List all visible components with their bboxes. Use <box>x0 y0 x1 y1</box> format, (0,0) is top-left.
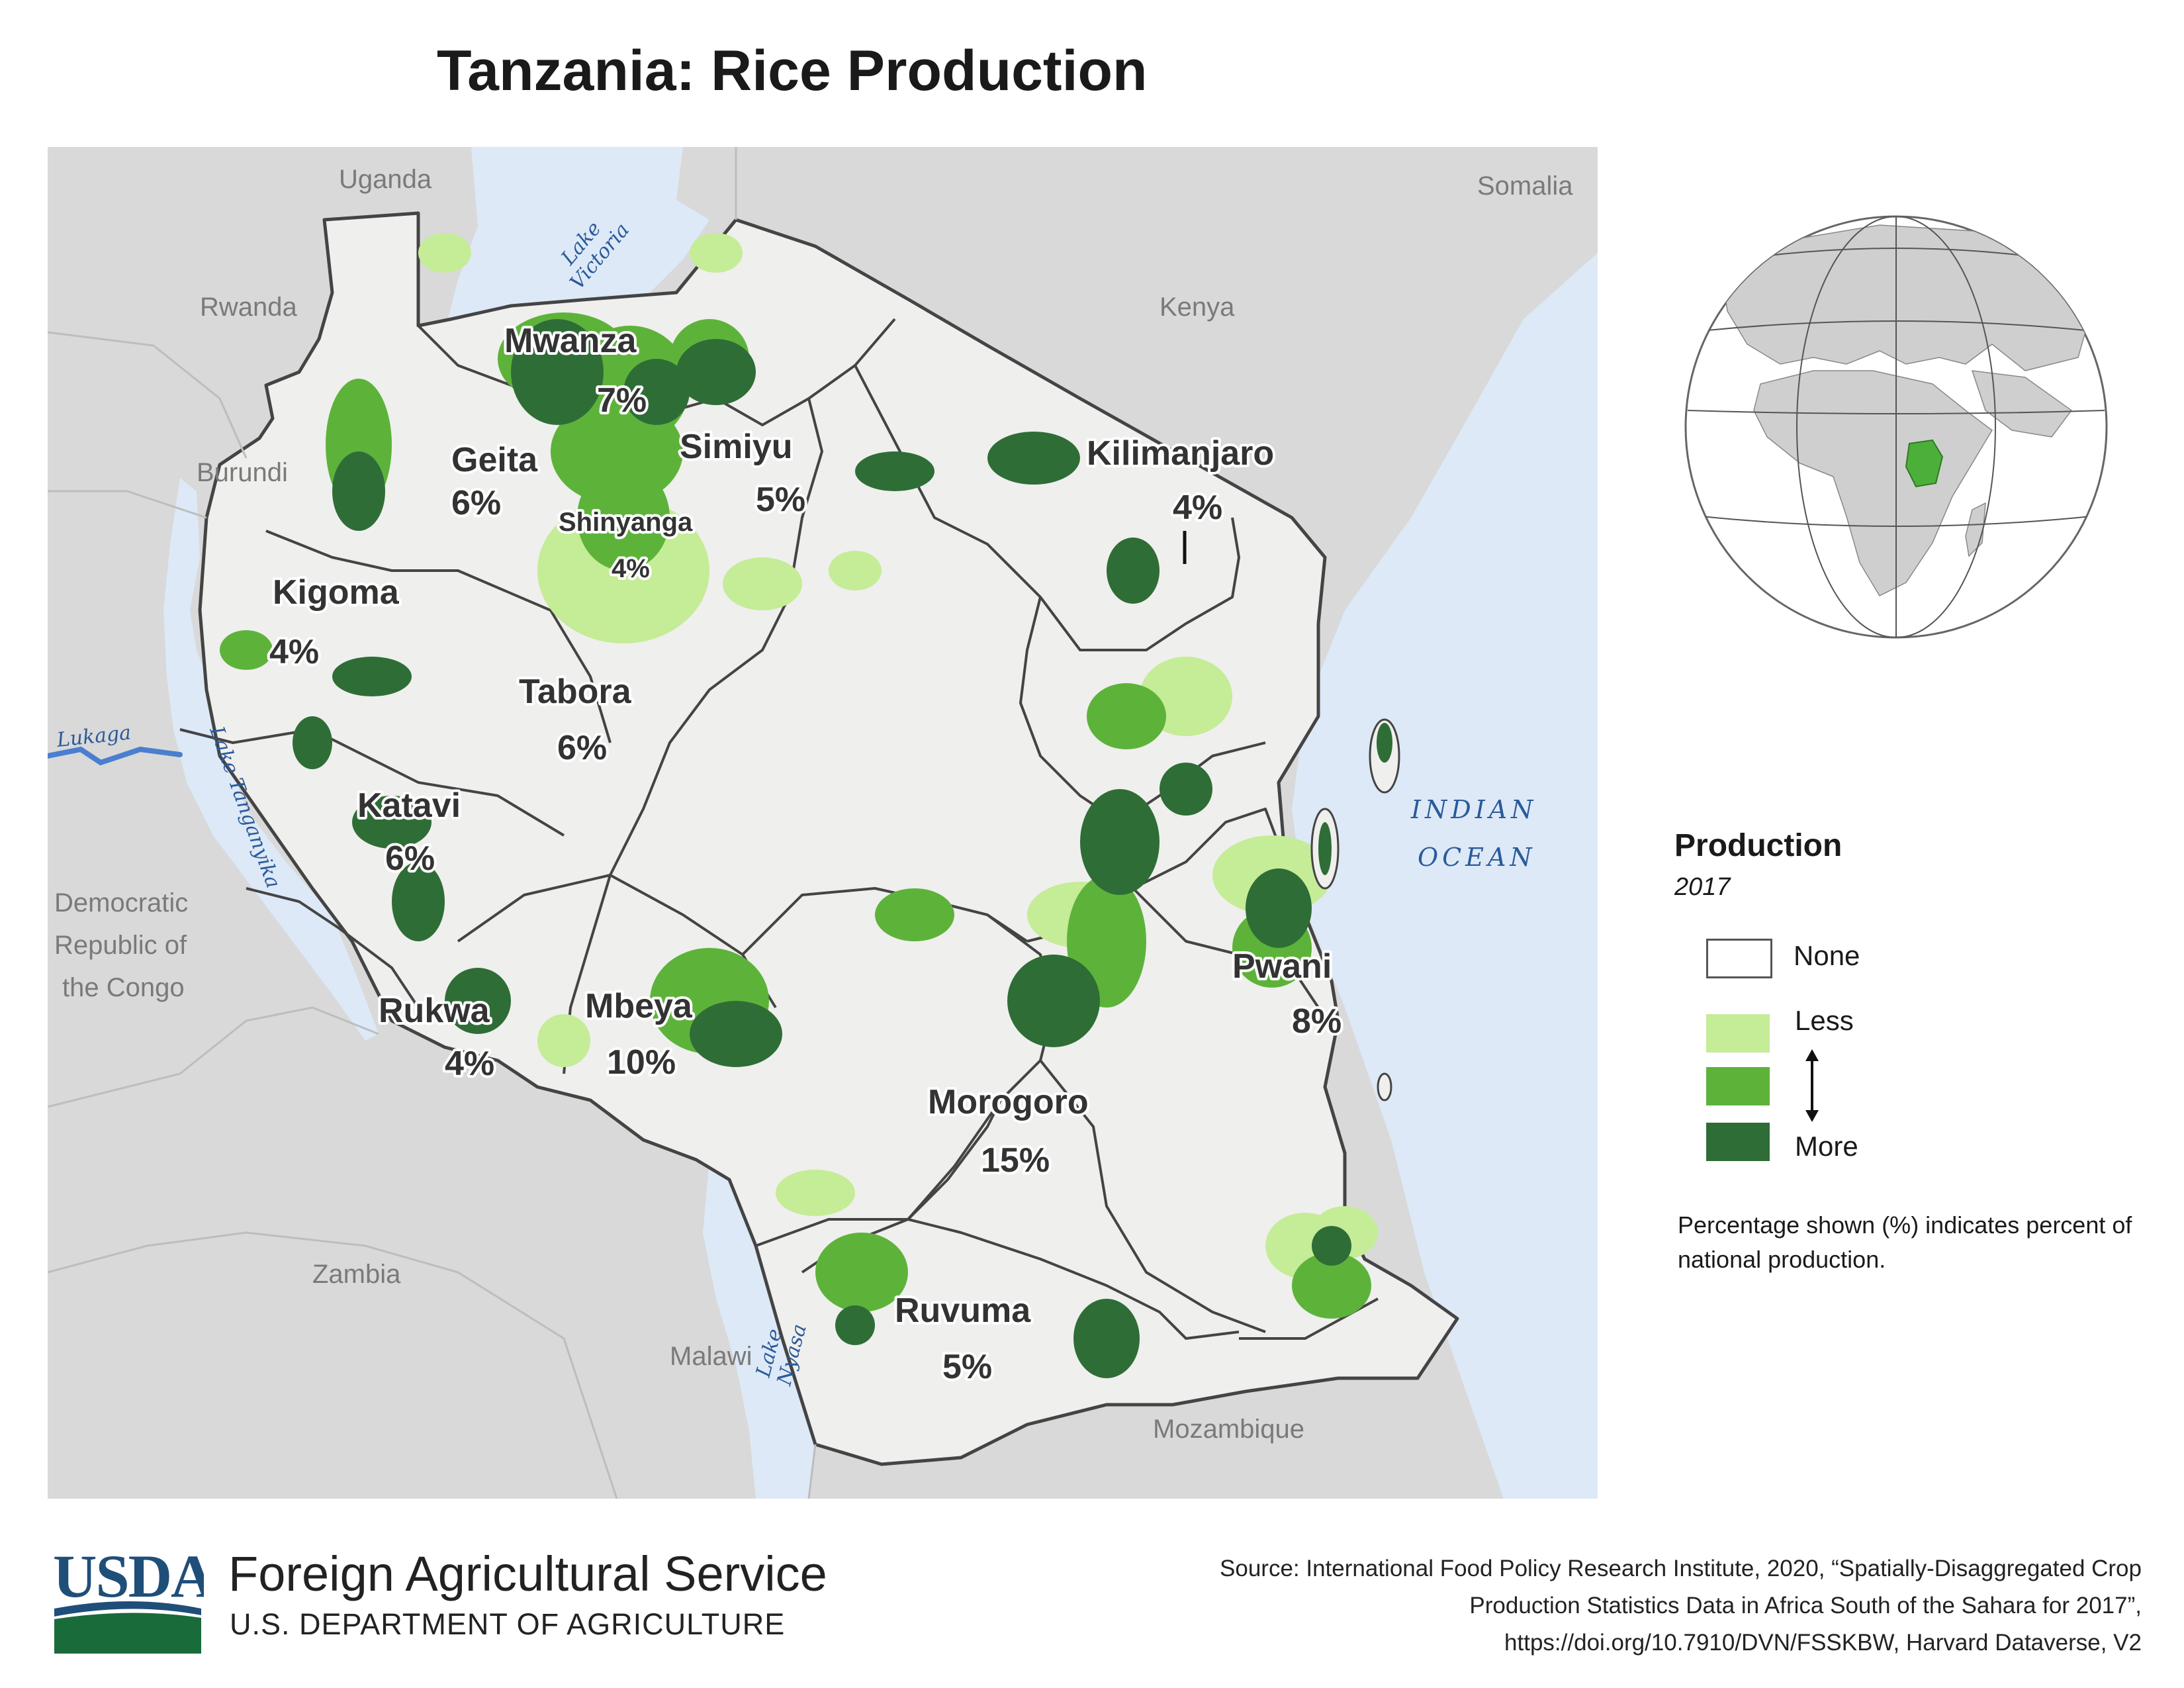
region-pct-pwani: 8% <box>1292 1002 1342 1041</box>
region-name-mbeya: Mbeya <box>585 987 693 1025</box>
map-title: Tanzania: Rice Production <box>437 39 1148 103</box>
legend-double-arrow-icon <box>1805 1049 1819 1122</box>
globe-tanzania-highlight <box>1905 439 1944 488</box>
legend-swatch-none <box>1706 939 1772 978</box>
globe-arabia <box>1971 370 2073 438</box>
lukaga-river <box>48 746 183 766</box>
country-label-kenya: Kenya <box>1160 293 1235 322</box>
production-areas <box>220 233 1378 1378</box>
region-name-ruvuma: Ruvuma <box>895 1291 1031 1330</box>
lake-nyasa <box>703 1160 815 1499</box>
region-pct-geita: 6% <box>451 484 501 522</box>
region-name-pwani: Pwani <box>1232 947 1332 986</box>
legend-label-more: More <box>1795 1131 1858 1162</box>
region-name-geita: Geita <box>451 441 538 479</box>
department-name: U.S. DEPARTMENT OF AGRICULTURE <box>230 1607 786 1641</box>
region-pct-kigoma: 4% <box>269 633 319 671</box>
legend-swatch-more <box>1706 1123 1770 1161</box>
country-label-malawi: Malawi <box>670 1342 752 1371</box>
country-label-burundi: Burundi <box>197 458 288 487</box>
country-label-rwanda: Rwanda <box>200 293 298 322</box>
tanzania-map: Uganda Somalia Rwanda Kenya Burundi Demo… <box>48 147 1598 1499</box>
legend-note: Percentage shown (%) indicates percent o… <box>1678 1211 2132 1273</box>
region-name-morogoro: Morogoro <box>928 1083 1089 1121</box>
country-label-zambia: Zambia <box>312 1260 401 1289</box>
country-label-uganda: Uganda <box>339 165 432 194</box>
legend-label-none: None <box>1794 940 1860 971</box>
region-name-tabora: Tabora <box>519 673 632 711</box>
legend-year: 2017 <box>1674 873 1731 901</box>
source-citation: Source: International Food Policy Resear… <box>1220 1556 2142 1656</box>
globe-europe <box>1720 224 2092 371</box>
usda-logo: USDA <box>53 1548 204 1654</box>
globe-madagascar <box>1965 502 1986 557</box>
region-pct-katavi: 6% <box>385 839 435 878</box>
region-name-rukwa: Rukwa <box>379 992 490 1030</box>
lake-tanganyika <box>163 478 379 1041</box>
region-name-katavi: Katavi <box>357 786 461 825</box>
legend-swatch-medium <box>1706 1067 1770 1105</box>
legend-swatch-less <box>1706 1014 1770 1053</box>
region-pct-rukwa: 4% <box>445 1045 494 1083</box>
region-pct-mbeya: 10% <box>607 1043 676 1082</box>
tanzania-land <box>198 211 1459 1466</box>
region-name-kigoma: Kigoma <box>273 573 400 612</box>
region-pct-tabora: 6% <box>557 729 607 767</box>
region-pct-kilimanjaro: 4% <box>1173 489 1222 527</box>
international-borders <box>48 147 817 1499</box>
globe-inset <box>1684 215 2108 639</box>
region-pct-morogoro: 15% <box>981 1141 1050 1180</box>
country-label-drc: Democratic Republic of the Congo <box>54 888 195 1002</box>
indian-ocean <box>1292 253 1598 1499</box>
water-label-indian-ocean: INDIAN OCEAN <box>1410 795 1549 872</box>
legend-title: Production <box>1674 828 1843 863</box>
region-pct-ruvuma: 5% <box>942 1348 992 1386</box>
region-name-mwanza: Mwanza <box>504 322 637 360</box>
legend: Production 2017 <box>1674 827 2045 902</box>
region-name-shinyanga: Shinyanga <box>559 508 693 537</box>
country-label-somalia: Somalia <box>1477 171 1573 201</box>
agency-name: Foreign Agricultural Service <box>228 1546 827 1601</box>
region-labels: Mwanza 7% Geita 6% Simiyu 5% Shinyanga 4… <box>267 319 1344 1389</box>
globe-africa <box>1753 370 1993 596</box>
region-name-simiyu: Simiyu <box>680 428 793 466</box>
region-name-kilimanjaro: Kilimanjaro <box>1087 434 1274 473</box>
legend-label-less: Less <box>1795 1005 1854 1036</box>
country-label-mozambique: Mozambique <box>1153 1415 1304 1444</box>
region-pct-mwanza: 7% <box>597 381 647 420</box>
region-pct-shinyanga: 4% <box>612 554 650 583</box>
region-pct-simiyu: 5% <box>756 481 805 519</box>
svg-text:USDA: USDA <box>53 1548 204 1610</box>
